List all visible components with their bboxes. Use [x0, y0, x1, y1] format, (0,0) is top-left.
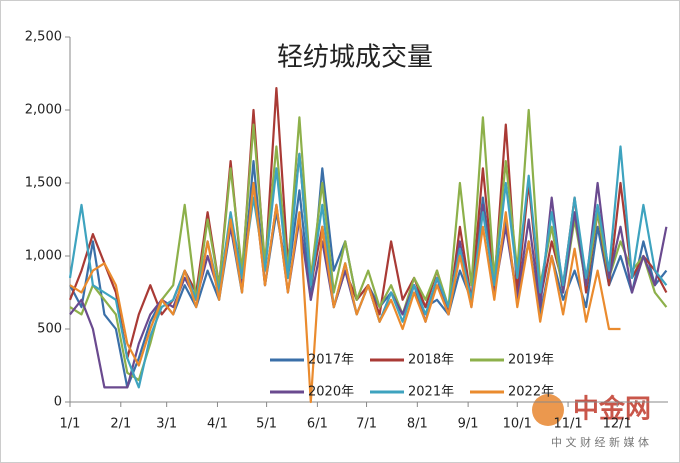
logo-subtitle: 中 文 财 经 新 媒 体	[551, 435, 649, 449]
y-tick-label: 1,000	[25, 249, 62, 264]
x-tick-label: 12/1	[603, 417, 632, 432]
legend-label: 2021年	[408, 385, 454, 400]
x-tick-label: 8/1	[407, 417, 428, 432]
x-tick-label: 3/1	[156, 417, 177, 432]
x-tick-label: 7/1	[356, 417, 377, 432]
x-tick-label: 6/1	[307, 417, 328, 432]
y-tick-label: 1,500	[25, 176, 62, 191]
x-tick-label: 10/1	[503, 417, 532, 432]
x-tick-label: 9/1	[458, 417, 479, 432]
legend-label: 2017年	[308, 353, 354, 368]
legend-label: 2018年	[408, 353, 454, 368]
legend-label: 2022年	[508, 385, 554, 400]
series-line	[69, 181, 621, 404]
y-tick-label: 2,000	[25, 103, 62, 118]
y-tick-label: 500	[37, 322, 62, 337]
x-tick-label: 1/1	[60, 417, 81, 432]
x-tick-label: 5/1	[256, 417, 277, 432]
chart-title: 轻纺城成交量	[277, 43, 433, 73]
x-tick-label: 4/1	[207, 417, 228, 432]
y-tick-label: 2,500	[25, 30, 62, 45]
logo: 中金网	[573, 394, 651, 425]
legend-label: 2020年	[308, 385, 354, 400]
x-tick-label: 11/1	[553, 417, 582, 432]
x-tick-label: 2/1	[110, 417, 131, 432]
legend-label: 2019年	[508, 353, 554, 368]
y-tick-label: 0	[54, 395, 62, 410]
